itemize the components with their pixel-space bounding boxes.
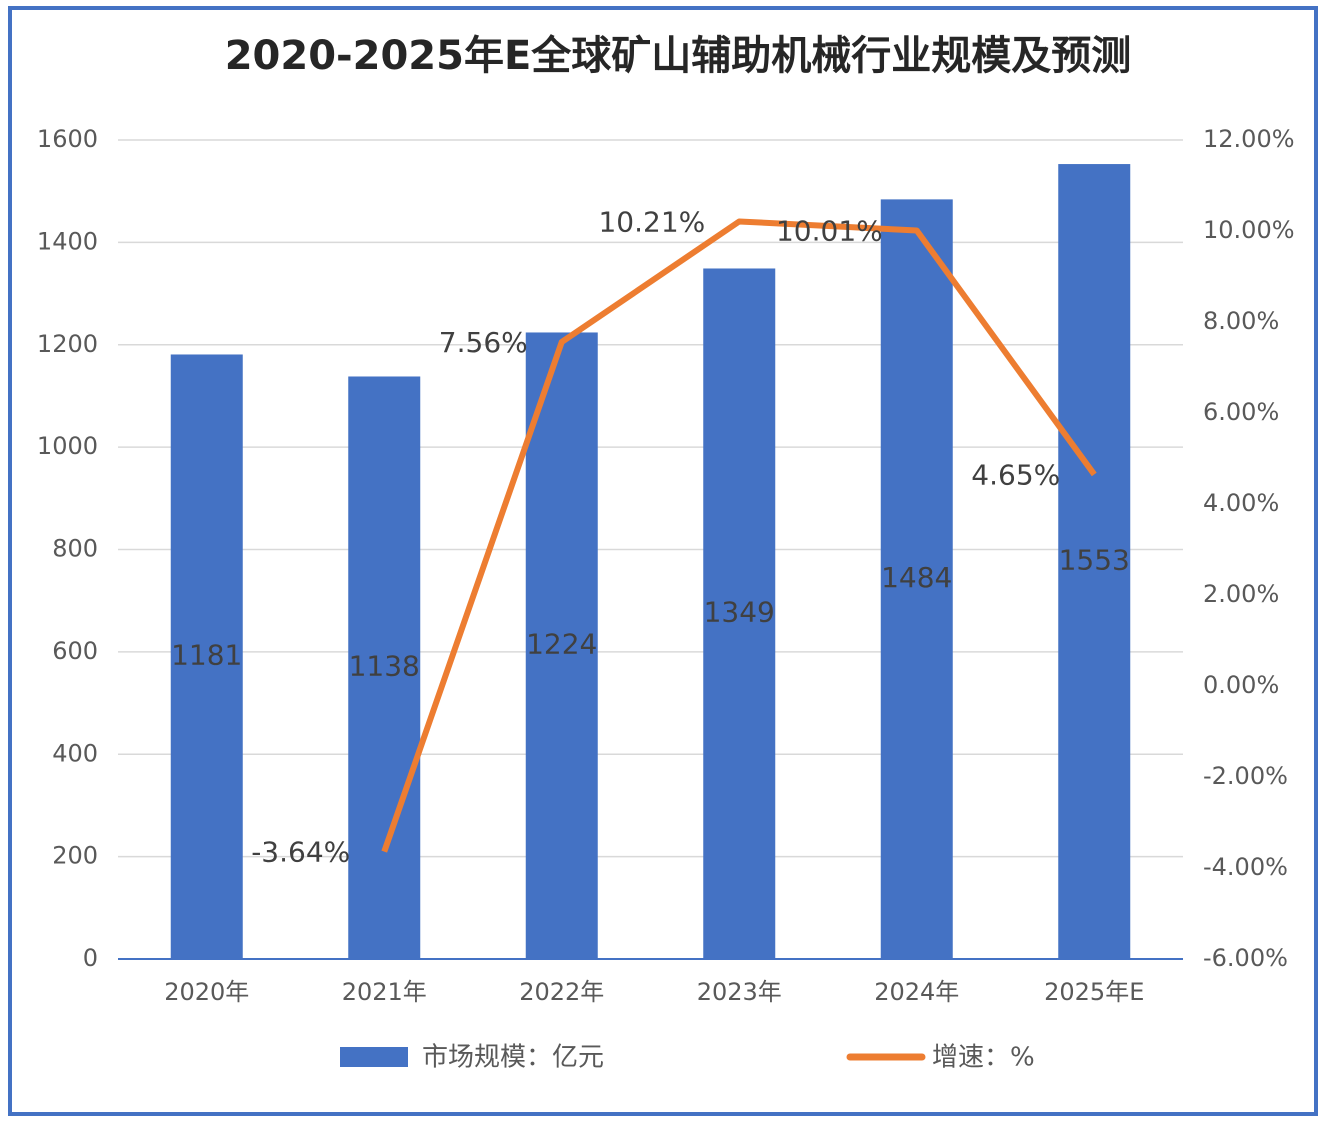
y-tick-label: 1200: [37, 330, 98, 358]
bar-value-label: 1181: [171, 639, 242, 672]
y-tick-label: 400: [52, 739, 98, 767]
y2-tick-label: 4.00%: [1203, 489, 1279, 517]
y2-tick-label: 0.00%: [1203, 671, 1279, 699]
y-tick-label: 800: [52, 535, 98, 563]
x-tick-label: 2025年E: [1044, 978, 1144, 1006]
y-tick-label: 0: [83, 944, 98, 972]
bar: [880, 199, 953, 959]
x-tick-label: 2022年: [519, 978, 604, 1006]
y2-tick-label: 2.00%: [1203, 580, 1279, 608]
y2-tick-label: 10.00%: [1203, 216, 1295, 244]
bar-value-label: 1484: [881, 561, 952, 594]
line-value-label: 10.21%: [598, 205, 705, 238]
legend-label: 增速：%: [932, 1043, 1035, 1073]
bar-value-label: 1138: [349, 650, 420, 683]
line-value-label: -3.64%: [251, 836, 350, 869]
y2-tick-label: 8.00%: [1203, 307, 1279, 335]
bar-value-label: 1553: [1059, 544, 1130, 577]
chart-title: 2020-2025年E全球矿山辅助机械行业规模及预测: [225, 33, 1132, 79]
legend-label: 市场规模：亿元: [422, 1043, 604, 1073]
y-tick-label: 1600: [37, 125, 98, 153]
legend-swatch: [340, 1047, 408, 1067]
y2-tick-label: -4.00%: [1203, 853, 1288, 881]
y2-tick-label: -2.00%: [1203, 762, 1288, 790]
y2-tick-label: 6.00%: [1203, 398, 1279, 426]
y2-tick-label: -6.00%: [1203, 944, 1288, 972]
y-tick-label: 1000: [37, 432, 98, 460]
x-tick-label: 2024年: [874, 978, 959, 1006]
bar: [348, 376, 421, 960]
x-tick-label: 2023年: [697, 978, 782, 1006]
bar-value-label: 1224: [526, 628, 597, 661]
frame: [8, 6, 1318, 1116]
line-value-label: 7.56%: [439, 326, 528, 359]
bar: [703, 268, 776, 960]
bar: [525, 332, 598, 960]
bar: [170, 354, 243, 960]
y-tick-label: 600: [52, 637, 98, 665]
x-tick-label: 2020年: [164, 978, 249, 1006]
line-value-label: 4.65%: [971, 458, 1060, 491]
y-tick-label: 1400: [37, 227, 98, 255]
x-tick-label: 2021年: [342, 978, 427, 1006]
bar: [1058, 164, 1131, 960]
y-tick-label: 200: [52, 842, 98, 870]
y2-tick-label: 12.00%: [1203, 125, 1295, 153]
line: [381, 218, 1097, 853]
line-value-label: 10.01%: [776, 215, 883, 248]
bar-value-label: 1349: [704, 596, 775, 629]
